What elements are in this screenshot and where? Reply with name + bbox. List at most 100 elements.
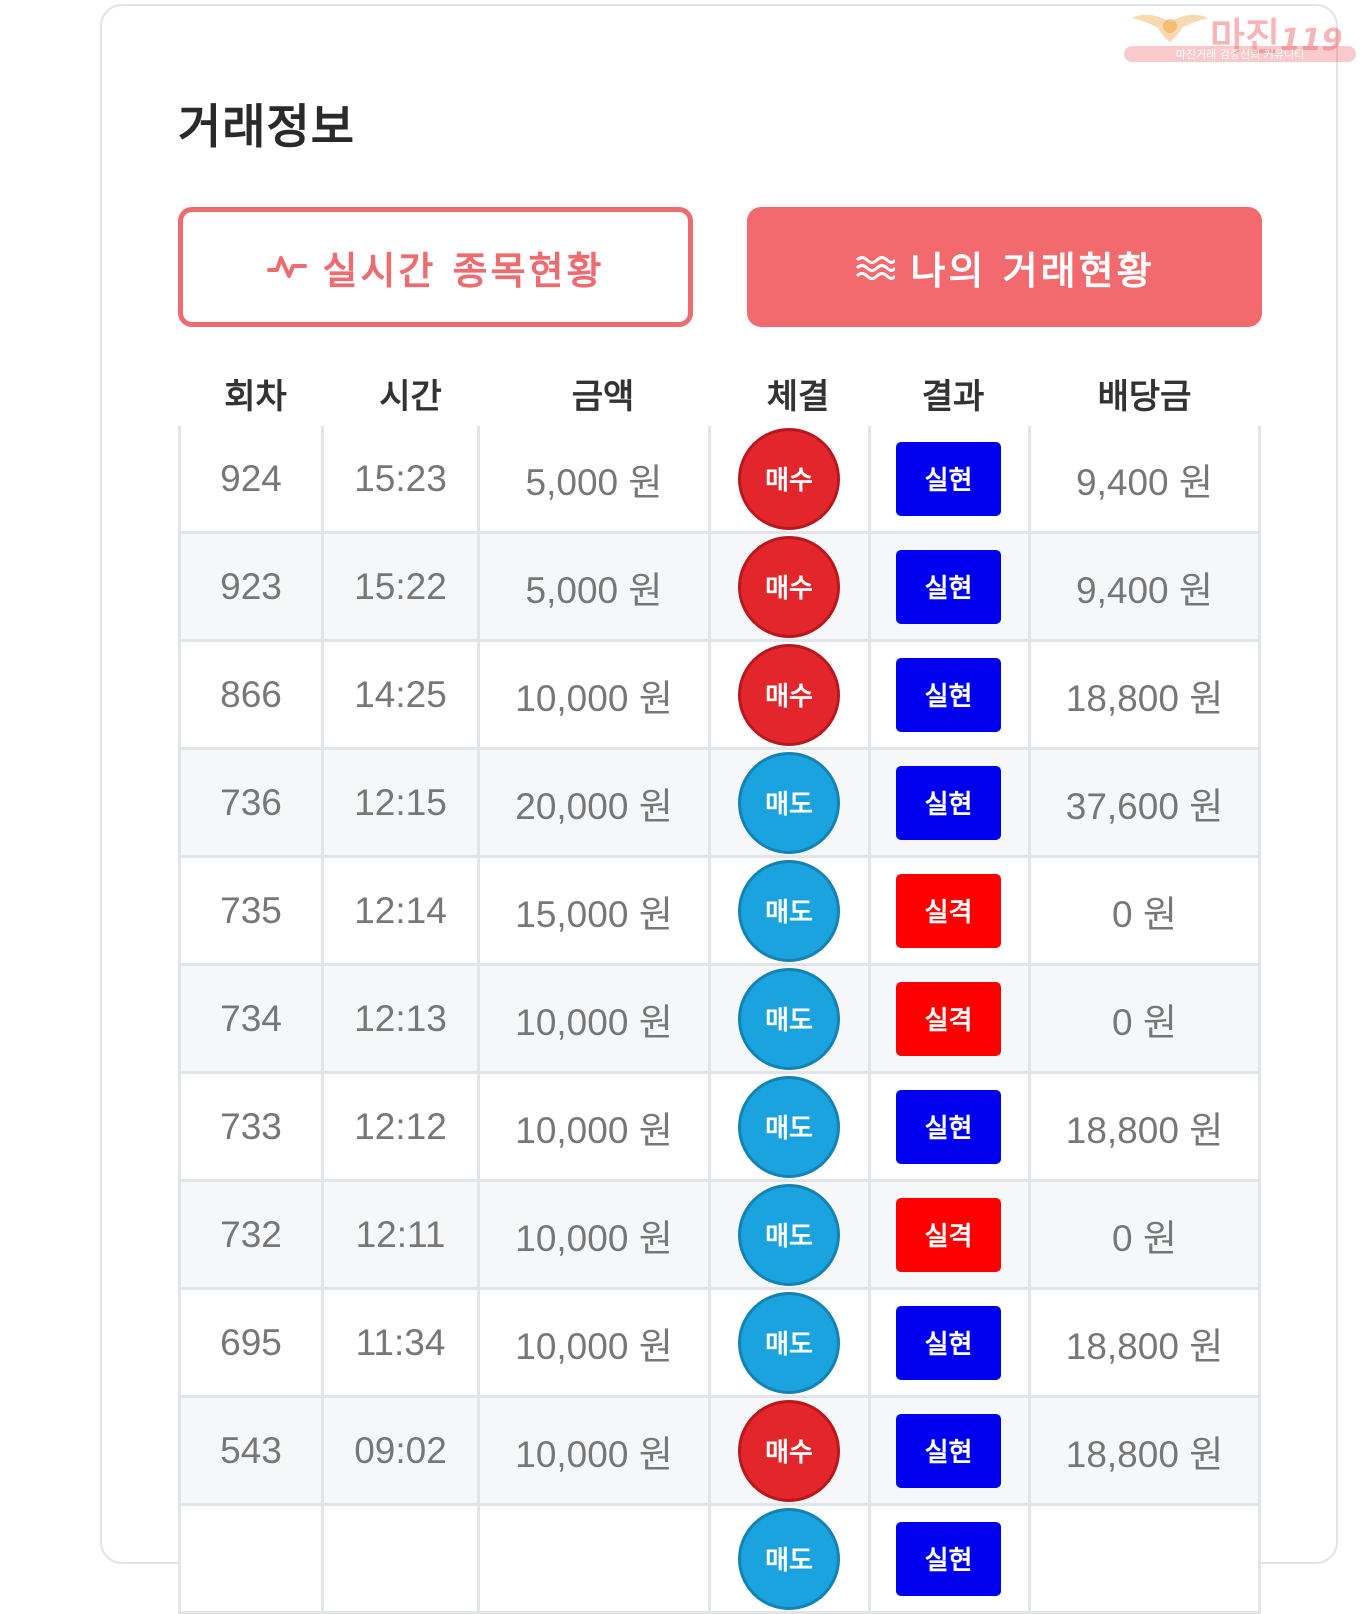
cell-result: 실격 <box>868 1182 1028 1287</box>
cell-payout: 18,800 원 <box>1028 1398 1261 1503</box>
cell-time: 14:25 <box>321 642 477 747</box>
cell-amount: 15,000 원 <box>477 858 708 963</box>
cell-time: 12:15 <box>321 750 477 855</box>
result-badge: 실현 <box>896 1413 1001 1488</box>
cell-round: 695 <box>178 1290 321 1395</box>
cell-time: 11:34 <box>321 1290 477 1395</box>
cell-result: 실현 <box>868 750 1028 855</box>
cell-time <box>321 1506 477 1611</box>
cell-round <box>178 1506 321 1611</box>
header-payout: 배당금 <box>1097 376 1192 417</box>
header-time: 시간 <box>379 376 442 417</box>
waves-icon <box>855 252 895 282</box>
cell-payout: 18,800 원 <box>1028 642 1261 747</box>
cell-payout: 9,400 원 <box>1028 534 1261 639</box>
execution-badge: 매도 <box>738 751 840 854</box>
cell-amount: 10,000 원 <box>477 966 708 1071</box>
pulse-icon <box>266 252 307 282</box>
table-row: 924 15:23 5,000 원 매수 실현 9,400 원 <box>178 426 1261 534</box>
table-row: 733 12:12 10,000 원 매도 실현 18,800 원 <box>178 1074 1261 1182</box>
table-row: 695 11:34 10,000 원 매도 실현 18,800 원 <box>178 1290 1261 1398</box>
tab-realtime-status[interactable]: 실시간 종목현황 <box>178 207 693 327</box>
cell-payout <box>1028 1506 1261 1611</box>
cell-payout: 0 원 <box>1028 1182 1261 1287</box>
table-row: 543 09:02 10,000 원 매수 실현 18,800 원 <box>178 1398 1261 1506</box>
header-amount: 금액 <box>571 376 635 417</box>
cell-payout: 0 원 <box>1028 858 1261 963</box>
cell-result: 실현 <box>868 426 1028 531</box>
cell-result: 실격 <box>868 966 1028 1071</box>
trade-table-body: 924 15:23 5,000 원 매수 실현 9,400 원 923 15:22 5,000 … <box>178 426 1261 1614</box>
cell-time: 12:12 <box>321 1074 477 1179</box>
cell-round: 866 <box>178 642 321 747</box>
result-badge: 실현 <box>896 441 1001 516</box>
result-badge: 실격 <box>896 1197 1001 1272</box>
result-badge: 실현 <box>896 1089 1001 1164</box>
cell-result: 실현 <box>868 1506 1028 1611</box>
cell-execution: 매수 <box>708 1398 868 1503</box>
table-row: 732 12:11 10,000 원 매도 실격 0 원 <box>178 1182 1261 1290</box>
cell-amount: 10,000 원 <box>477 1398 708 1503</box>
cell-time: 12:11 <box>321 1182 477 1287</box>
tab-realtime-label: 실시간 종목현황 <box>322 248 605 293</box>
table-row: 923 15:22 5,000 원 매수 실현 9,400 원 <box>178 534 1261 642</box>
execution-badge: 매도 <box>738 1291 840 1394</box>
cell-round: 543 <box>178 1398 321 1503</box>
result-badge: 실현 <box>896 1305 1001 1380</box>
eagle-emblem-icon <box>1132 14 1208 42</box>
cell-execution: 매수 <box>708 642 868 747</box>
cell-execution: 매도 <box>708 1182 868 1287</box>
cell-execution: 매도 <box>708 750 868 855</box>
execution-badge: 매수 <box>738 427 840 530</box>
execution-badge: 매수 <box>738 643 840 746</box>
cell-execution: 매수 <box>708 534 868 639</box>
cell-round: 923 <box>178 534 321 639</box>
execution-badge: 매도 <box>738 1183 840 1286</box>
cell-round: 736 <box>178 750 321 855</box>
cell-result: 실현 <box>868 534 1028 639</box>
cell-payout: 18,800 원 <box>1028 1074 1261 1179</box>
header-round: 회차 <box>224 376 287 417</box>
cell-amount: 10,000 원 <box>477 1182 708 1287</box>
cell-execution: 매수 <box>708 426 868 531</box>
tab-my-trades[interactable]: 나의 거래현황 <box>747 207 1262 327</box>
table-row: 735 12:14 15,000 원 매도 실격 0 원 <box>178 858 1261 966</box>
execution-badge: 매수 <box>738 1399 840 1502</box>
execution-badge: 매도 <box>738 859 840 962</box>
cell-round: 733 <box>178 1074 321 1179</box>
cell-round: 735 <box>178 858 321 963</box>
table-row: 734 12:13 10,000 원 매도 실격 0 원 <box>178 966 1261 1074</box>
cell-time: 12:13 <box>321 966 477 1071</box>
cell-payout: 9,400 원 <box>1028 426 1261 531</box>
result-badge: 실격 <box>896 873 1001 948</box>
cell-result: 실현 <box>868 1398 1028 1503</box>
cell-time: 12:14 <box>321 858 477 963</box>
execution-badge: 매도 <box>738 1075 840 1178</box>
cell-amount: 5,000 원 <box>477 426 708 531</box>
watermark-tagline: 마진거래 검증신뢰 커뮤니티 <box>1124 46 1356 62</box>
table-row: 736 12:15 20,000 원 매도 실현 37,600 원 <box>178 750 1261 858</box>
result-badge: 실격 <box>896 981 1001 1056</box>
cell-result: 실격 <box>868 858 1028 963</box>
execution-badge: 매도 <box>738 1507 840 1610</box>
tab-my-trades-label: 나의 거래현황 <box>910 248 1155 293</box>
cell-amount <box>477 1506 708 1611</box>
execution-badge: 매도 <box>738 967 840 1070</box>
cell-round: 732 <box>178 1182 321 1287</box>
cell-result: 실현 <box>868 1290 1028 1395</box>
result-badge: 실현 <box>896 1521 1001 1596</box>
cell-amount: 10,000 원 <box>477 1290 708 1395</box>
execution-badge: 매수 <box>738 535 840 638</box>
result-badge: 실현 <box>896 657 1001 732</box>
cell-amount: 5,000 원 <box>477 534 708 639</box>
cell-result: 실현 <box>868 642 1028 747</box>
cell-payout: 37,600 원 <box>1028 750 1261 855</box>
cell-amount: 20,000 원 <box>477 750 708 855</box>
cell-time: 09:02 <box>321 1398 477 1503</box>
cell-time: 15:23 <box>321 426 477 531</box>
result-badge: 실현 <box>896 549 1001 624</box>
header-execution: 체결 <box>766 376 830 417</box>
header-result: 결과 <box>921 376 985 417</box>
cell-execution: 매도 <box>708 858 868 963</box>
table-row: 매도 실현 <box>178 1506 1261 1614</box>
